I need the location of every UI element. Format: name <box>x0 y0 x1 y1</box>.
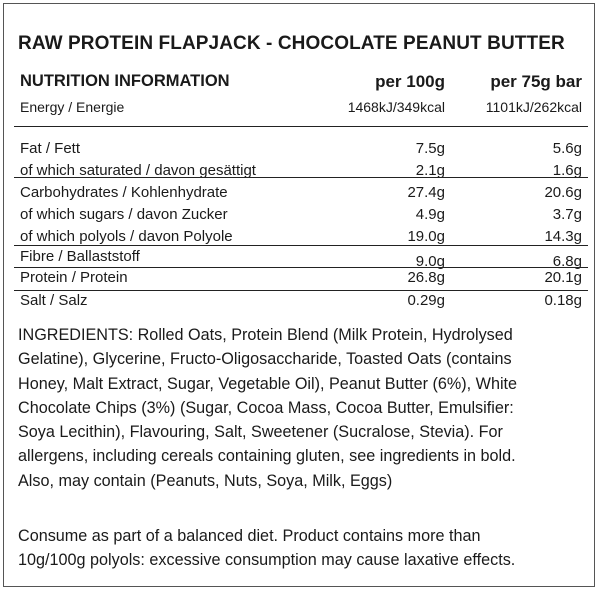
ingredients-line: Chocolate Chips (3%) (Sugar, Cocoa Mass,… <box>18 398 514 417</box>
value-per-bar: 14.3g <box>544 228 582 245</box>
nutrient-label: of which saturated / davon gesättigt <box>20 162 256 179</box>
column-header-per-100g: per 100g <box>375 72 445 91</box>
nutrition-row: Energy / Energie 1468kJ/349kcal 1101kJ/262… <box>20 99 582 119</box>
value-per-bar: 6.8g <box>552 253 582 270</box>
value-per-100g: 2.1g <box>415 162 445 179</box>
ingredients-line: Also, may contain (Peanuts, Nuts, Soya, … <box>18 471 393 490</box>
nutrient-label: Carbohydrates / Kohlenhydrate <box>20 184 228 201</box>
ingredients-line: Gelatine), Glycerine, Fructo-Oligosaccha… <box>18 350 512 369</box>
ingredients-line: Soya Lecithin), Flavouring, Salt, Sweete… <box>18 423 503 442</box>
value-per-100g: 0.29g <box>407 292 445 309</box>
ingredients-text: INGREDIENTS: Rolled Oats, Protein Blend … <box>18 323 517 493</box>
nutrition-row: of which sugars / davon Zucker 4.9g 3.7g <box>20 206 582 226</box>
nutrition-row: Salt / Salz 0.29g 0.18g <box>20 292 582 312</box>
value-per-100g: 4.9g <box>415 206 445 223</box>
ingredients-line: Honey, Malt Extract, Sugar, Vegetable Oi… <box>18 374 518 393</box>
value-per-100g: 1468kJ/349kcal <box>347 99 445 115</box>
label-border <box>3 3 595 587</box>
nutrition-row: Carbohydrates / Kohlenhydrate 27.4g 20.6g <box>20 184 582 204</box>
nutrition-row: of which polyols / davon Polyole 19.0g 14.… <box>20 228 582 248</box>
value-per-100g: 9.0g <box>415 253 445 270</box>
nutrition-heading: NUTRITION INFORMATION <box>20 72 230 90</box>
nutrition-row: Protein / Protein 26.8g 20.1g <box>20 269 582 289</box>
nutrient-label: of which sugars / davon Zucker <box>20 206 228 223</box>
nutrient-label: Fibre / Ballaststoff <box>20 248 140 265</box>
value-per-100g: 19.0g <box>407 228 445 245</box>
value-per-bar: 5.6g <box>552 140 582 157</box>
value-per-bar: 0.18g <box>544 292 582 309</box>
divider <box>14 126 588 127</box>
ingredients-line: INGREDIENTS: Rolled Oats, Protein Blend … <box>18 326 513 344</box>
nutrient-label: Fat / Fett <box>20 140 81 157</box>
nutrition-row: Fibre / Ballaststoff 9.0g 6.8g <box>20 248 582 270</box>
value-per-100g: 7.5g <box>415 140 445 157</box>
value-per-bar: 1101kJ/262kcal <box>485 99 582 115</box>
nutrient-label: Salt / Salz <box>20 292 88 309</box>
value-per-bar: 20.1g <box>544 269 582 286</box>
advice-line: Consume as part of a balanced diet. Prod… <box>18 527 481 545</box>
nutrition-header: NUTRITION INFORMATION per 100g per 75g b… <box>20 72 582 92</box>
divider <box>14 267 588 268</box>
value-per-bar: 3.7g <box>552 206 582 223</box>
value-per-100g: 27.4g <box>407 184 445 201</box>
divider <box>14 245 588 246</box>
ingredients-line: allergens, including cereals containing … <box>18 447 516 466</box>
nutrient-label: Protein / Protein <box>20 269 128 286</box>
nutrient-label: of which polyols / davon Polyole <box>20 228 233 245</box>
value-per-bar: 20.6g <box>544 184 582 201</box>
nutrition-row: of which saturated / davon gesättigt 2.1g… <box>20 162 582 182</box>
advice-text: Consume as part of a balanced diet. Prod… <box>18 524 515 573</box>
advice-line: 10g/100g polyols: excessive consumption … <box>18 551 516 570</box>
value-per-bar: 1.6g <box>552 162 582 179</box>
divider <box>14 290 588 291</box>
column-header-per-bar: per 75g bar <box>490 72 582 91</box>
divider <box>14 177 588 178</box>
nutrient-label: Energy / Energie <box>20 99 125 115</box>
value-per-100g: 26.8g <box>407 269 445 286</box>
product-title: RAW PROTEIN FLAPJACK - CHOCOLATE PEANUT … <box>18 33 565 54</box>
nutrition-row: Fat / Fett 7.5g 5.6g <box>20 140 582 160</box>
